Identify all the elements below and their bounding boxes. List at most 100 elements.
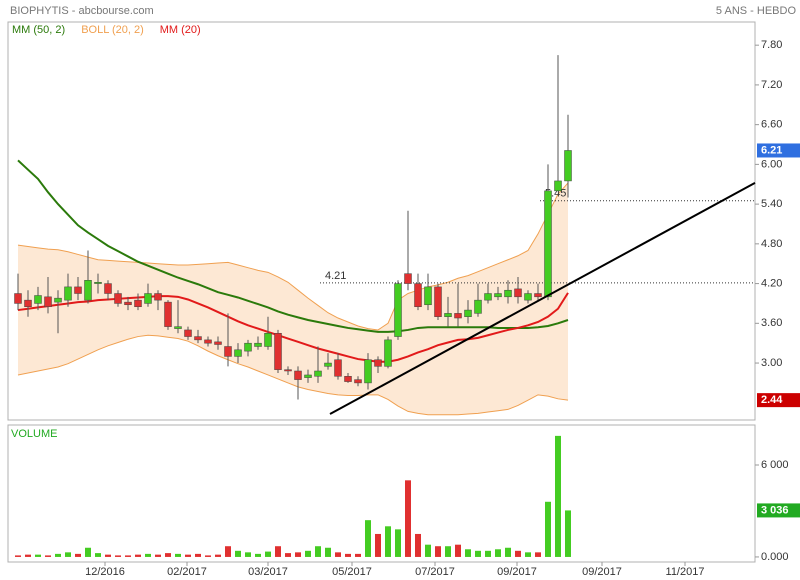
volume-bar — [475, 550, 481, 557]
candle-body — [334, 359, 342, 377]
candle-body — [24, 299, 32, 308]
candle-body — [194, 336, 202, 341]
volume-bar — [45, 555, 51, 557]
y-tick-label: 7.80 — [761, 39, 782, 51]
volume-bar — [165, 553, 171, 557]
volume-bar — [105, 554, 111, 557]
volume-bar — [195, 553, 201, 557]
volume-bar — [245, 552, 251, 557]
candle-body — [34, 295, 42, 304]
volume-bar — [345, 553, 351, 557]
candle-body — [514, 288, 522, 298]
volume-bar — [505, 547, 511, 557]
x-tick-label: 12/2016 — [85, 566, 125, 578]
candle-body — [504, 289, 512, 298]
volume-bar — [175, 553, 181, 557]
candle-body — [484, 293, 492, 301]
volume-bar — [495, 549, 501, 557]
candle-body — [144, 293, 152, 304]
volume-bar — [425, 544, 431, 557]
candle-body — [524, 293, 532, 301]
volume-bar — [325, 547, 331, 557]
candle-body — [414, 283, 422, 308]
volume-bar — [565, 510, 571, 557]
candle-body — [394, 283, 402, 337]
volume-bar — [275, 546, 281, 557]
y-tick-label: 6.60 — [761, 119, 782, 131]
candle-body — [94, 282, 102, 284]
candle-body — [534, 293, 542, 298]
x-tick-label: 07/2017 — [415, 566, 455, 578]
candle-body — [434, 286, 442, 317]
level-label: 4.21 — [325, 270, 346, 282]
volume-bar — [525, 552, 531, 557]
candle-body — [444, 313, 452, 317]
volume-bar — [485, 550, 491, 557]
candle-body — [344, 376, 352, 382]
y-tick-label: 4.80 — [761, 238, 782, 250]
boll-band — [18, 182, 568, 415]
volume-bar — [65, 552, 71, 557]
volume-bar — [25, 554, 31, 557]
candle-body — [124, 301, 132, 306]
volume-bar — [95, 553, 101, 557]
x-tick-label: 11/2017 — [666, 566, 705, 578]
candle-body — [114, 293, 122, 304]
volume-bar — [215, 554, 221, 557]
volume-bar — [435, 546, 441, 557]
volume-bar — [295, 552, 301, 557]
volume-bar — [355, 553, 361, 557]
legend-entry: BOLL (20, 2) — [81, 24, 144, 36]
x-tick-label: 09/2017 — [497, 566, 537, 578]
volume-bar — [315, 546, 321, 557]
y-tick-label: 0.000 — [761, 551, 789, 563]
volume-bar — [35, 554, 41, 557]
volume-bar — [155, 554, 161, 557]
volume-bar — [85, 547, 91, 557]
candle-body — [54, 297, 62, 303]
price-badge-label: 6.21 — [761, 144, 782, 156]
boll-lower — [17, 334, 569, 416]
volume-bar — [405, 480, 411, 557]
volume-bar — [185, 554, 191, 557]
candle-body — [244, 342, 252, 352]
volume-bar — [125, 555, 131, 557]
candle-body — [304, 374, 312, 378]
candle-body — [384, 339, 392, 367]
volume-bar — [15, 555, 21, 557]
volume-bar — [235, 550, 241, 557]
candle-body — [254, 342, 262, 347]
volume-bar — [375, 533, 381, 557]
volume-bar — [395, 529, 401, 557]
y-tick-label: 5.40 — [761, 198, 782, 210]
candle-body — [294, 370, 302, 380]
candle-body — [264, 332, 272, 347]
candle-body — [424, 286, 432, 306]
candle-body — [324, 362, 332, 367]
volume-title: VOLUME — [11, 428, 57, 440]
chart-title: BIOPHYTIS - abcbourse.com — [10, 5, 154, 17]
candle-body — [214, 341, 222, 345]
y-tick-label: 7.20 — [761, 79, 782, 91]
y-tick-label: 4.20 — [761, 277, 782, 289]
candle-body — [554, 180, 562, 192]
price-badge — [757, 143, 800, 158]
candle-body — [104, 283, 112, 294]
candle-body — [374, 359, 382, 367]
volume-panel — [7, 424, 756, 563]
price-badge — [757, 393, 800, 408]
legend-entry: MM (50, 2) — [12, 24, 65, 36]
boll-upper — [17, 182, 569, 331]
volume-bar — [225, 546, 231, 557]
volume-bar — [265, 551, 271, 557]
volume-bar — [205, 555, 211, 557]
x-tick-label: 09/2017 — [582, 566, 622, 578]
volume-bar — [515, 550, 521, 557]
candle-body — [154, 293, 162, 301]
volume-bar — [55, 553, 61, 557]
candle-body — [224, 346, 232, 357]
volume-bar — [145, 553, 151, 557]
volume-badge-label: 3 036 — [761, 504, 789, 516]
